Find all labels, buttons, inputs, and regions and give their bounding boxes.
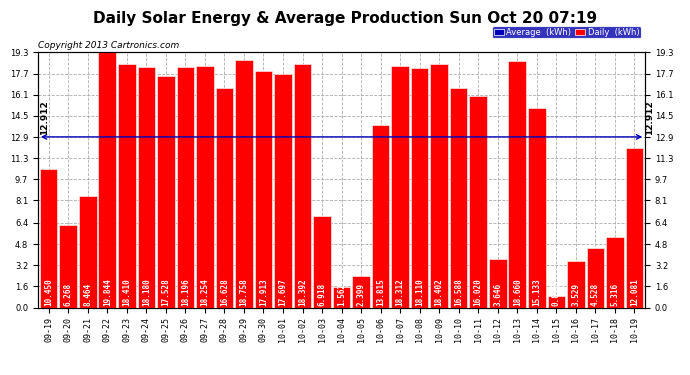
- Text: 15.133: 15.133: [532, 278, 541, 306]
- Text: 3.646: 3.646: [493, 283, 502, 306]
- Text: 18.402: 18.402: [435, 278, 444, 306]
- Bar: [313, 216, 331, 308]
- Text: 5.316: 5.316: [611, 283, 620, 306]
- Text: 19.844: 19.844: [103, 278, 112, 306]
- Bar: [372, 125, 389, 308]
- Text: 1.562: 1.562: [337, 283, 346, 306]
- Bar: [548, 296, 565, 307]
- Text: 18.392: 18.392: [298, 278, 307, 306]
- Bar: [509, 61, 526, 308]
- Bar: [489, 260, 506, 308]
- Text: 8.464: 8.464: [83, 283, 92, 306]
- Bar: [255, 71, 273, 308]
- Bar: [235, 60, 253, 308]
- Text: 18.180: 18.180: [142, 278, 151, 306]
- Text: Daily Solar Energy & Average Production Sun Oct 20 07:19: Daily Solar Energy & Average Production …: [93, 11, 597, 26]
- Text: 4.528: 4.528: [591, 283, 600, 306]
- Text: 17.697: 17.697: [279, 278, 288, 306]
- Bar: [274, 74, 292, 308]
- Text: 3.529: 3.529: [571, 283, 580, 306]
- Text: 16.588: 16.588: [454, 278, 463, 306]
- Bar: [450, 88, 468, 308]
- Bar: [353, 276, 370, 308]
- Bar: [411, 68, 428, 308]
- Bar: [528, 108, 546, 307]
- Text: 16.628: 16.628: [220, 278, 229, 306]
- Legend: Average  (kWh), Daily  (kWh): Average (kWh), Daily (kWh): [492, 26, 641, 38]
- Bar: [196, 66, 214, 308]
- Bar: [567, 261, 584, 308]
- Bar: [137, 67, 155, 308]
- Text: 10.450: 10.450: [44, 278, 53, 306]
- Text: 18.758: 18.758: [239, 278, 248, 306]
- Bar: [586, 248, 604, 308]
- Text: 16.020: 16.020: [474, 278, 483, 306]
- Bar: [118, 64, 135, 308]
- Text: 2.399: 2.399: [357, 283, 366, 306]
- Text: 12.081: 12.081: [630, 278, 639, 306]
- Bar: [294, 64, 311, 308]
- Text: 6.918: 6.918: [317, 283, 326, 306]
- Bar: [333, 287, 351, 308]
- Text: 18.254: 18.254: [200, 278, 209, 306]
- Bar: [606, 237, 624, 308]
- Text: 12.912: 12.912: [645, 100, 654, 135]
- Text: 17.528: 17.528: [161, 278, 170, 306]
- Bar: [79, 196, 97, 308]
- Bar: [626, 148, 643, 308]
- Text: 0.846: 0.846: [552, 283, 561, 306]
- Text: 18.660: 18.660: [513, 278, 522, 306]
- Text: 17.913: 17.913: [259, 278, 268, 306]
- Bar: [469, 96, 487, 308]
- Bar: [59, 225, 77, 308]
- Bar: [157, 76, 175, 307]
- Text: 18.196: 18.196: [181, 278, 190, 306]
- Bar: [391, 66, 409, 308]
- Text: 6.268: 6.268: [63, 283, 72, 306]
- Text: 18.410: 18.410: [122, 278, 131, 306]
- Text: 12.912: 12.912: [40, 100, 49, 135]
- Text: 18.110: 18.110: [415, 278, 424, 306]
- Text: 13.815: 13.815: [376, 278, 385, 306]
- Bar: [99, 45, 116, 308]
- Text: 18.312: 18.312: [395, 278, 404, 306]
- Bar: [40, 170, 57, 308]
- Text: Copyright 2013 Cartronics.com: Copyright 2013 Cartronics.com: [38, 41, 179, 50]
- Bar: [215, 88, 233, 308]
- Bar: [177, 67, 194, 308]
- Bar: [431, 64, 448, 308]
